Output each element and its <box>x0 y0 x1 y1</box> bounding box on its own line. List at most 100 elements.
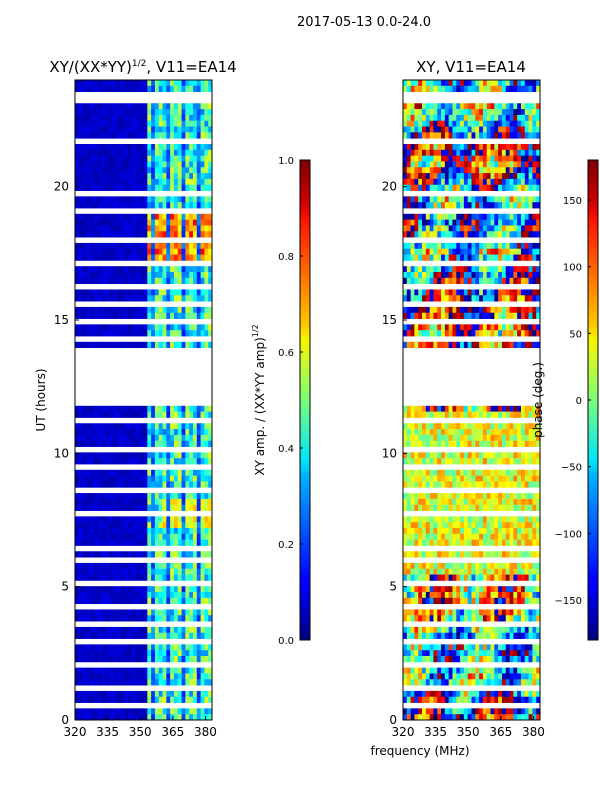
amp-cell <box>166 568 171 575</box>
amp-cell <box>124 242 129 250</box>
phase-cell <box>463 330 469 337</box>
amp-cell <box>109 493 114 500</box>
amp-cell <box>82 248 87 255</box>
phase-cell <box>501 248 507 255</box>
amp-cell <box>189 178 194 186</box>
amp-cell <box>139 533 144 541</box>
amp-cell <box>75 405 80 413</box>
amp-cell <box>86 568 91 575</box>
phase-cell <box>498 411 503 418</box>
amp-cell <box>90 626 95 634</box>
phase-cell <box>441 266 446 273</box>
phase-cell <box>467 120 472 127</box>
amp-cell <box>82 120 87 127</box>
amp-cell <box>173 341 179 349</box>
amp-cell <box>86 242 91 250</box>
phase-cell <box>433 516 438 523</box>
phase-cell <box>528 103 533 110</box>
phase-cell <box>517 504 522 511</box>
amp-cell <box>132 714 137 721</box>
amp-cell <box>147 167 152 174</box>
amp-cell <box>158 458 163 465</box>
amp-cell <box>166 574 171 581</box>
amp-cell <box>105 103 110 110</box>
phase-cell <box>448 219 453 226</box>
phase-cell <box>498 324 503 331</box>
amp-cell <box>166 504 171 511</box>
phase-cell <box>433 184 438 191</box>
phase-cell <box>452 114 457 122</box>
phase-cell <box>501 155 507 162</box>
phase-cell <box>536 522 541 529</box>
amp-cell <box>208 498 213 506</box>
phase-cell <box>471 330 476 337</box>
amp-title-exp: 1/2 <box>132 59 146 69</box>
phase-cell <box>467 562 472 570</box>
phase-cell <box>418 295 423 302</box>
amp-cell <box>120 114 125 122</box>
amp-cell <box>105 248 110 255</box>
amp-cell <box>75 528 80 535</box>
amp-cell <box>158 650 163 657</box>
amp-cell <box>208 469 213 477</box>
phase-cell <box>406 469 412 477</box>
phase-cell <box>429 295 434 302</box>
amp-cell <box>120 522 125 529</box>
phase-cell <box>501 254 507 261</box>
amp-cell <box>147 475 152 482</box>
phase-cell <box>490 609 495 616</box>
phase-cell <box>479 341 484 349</box>
phase-cell <box>425 405 431 413</box>
phase-cell <box>494 592 499 599</box>
phase-cell <box>494 114 499 122</box>
amp-cell <box>116 324 122 331</box>
phase-cell <box>513 586 518 593</box>
phase-cell <box>437 80 442 87</box>
amp-cell <box>94 132 99 139</box>
phase-cell <box>475 231 480 238</box>
amp-cell <box>105 440 110 447</box>
amp-cell <box>109 458 114 465</box>
phase-cell <box>414 597 419 605</box>
phase-cell <box>448 103 453 110</box>
phase-cell <box>517 597 522 605</box>
amp-cell <box>82 272 87 279</box>
amp-cell <box>166 411 171 418</box>
phase-cell <box>524 120 529 127</box>
amp-cell <box>147 161 152 168</box>
amp-cell <box>208 650 213 657</box>
amp-cell <box>151 149 156 157</box>
amp-cell <box>101 714 106 721</box>
phase-cell <box>505 213 510 221</box>
phase-cell <box>444 475 450 482</box>
amp-cell <box>97 632 103 639</box>
phase-cell <box>456 114 461 122</box>
amp-cell <box>97 184 103 191</box>
amp-cell <box>101 132 106 139</box>
amp-cell <box>135 516 141 523</box>
amp-cell <box>75 568 80 575</box>
amp-cell <box>120 574 125 581</box>
phase-cell <box>406 493 412 500</box>
phase-cell <box>517 434 522 442</box>
phase-cell <box>517 231 522 238</box>
phase-cell <box>471 434 476 442</box>
amp-cell <box>170 597 175 605</box>
phase-cell <box>486 103 491 110</box>
phase-cell <box>418 266 423 273</box>
phase-cell <box>471 440 476 447</box>
amp-cell <box>147 277 152 285</box>
amp-cell <box>143 144 148 151</box>
amp-cell <box>86 475 91 482</box>
phase-cell <box>425 539 431 546</box>
amp-cell <box>101 254 106 261</box>
amp-cell <box>116 650 122 657</box>
amp-cell <box>189 341 194 349</box>
phase-cell <box>482 248 488 255</box>
phase-cell <box>524 574 529 581</box>
phase-cell <box>524 504 529 511</box>
phase-cell <box>505 475 510 482</box>
phase-cell <box>456 615 461 622</box>
phase-cell <box>441 411 446 418</box>
amp-cell <box>109 714 114 721</box>
